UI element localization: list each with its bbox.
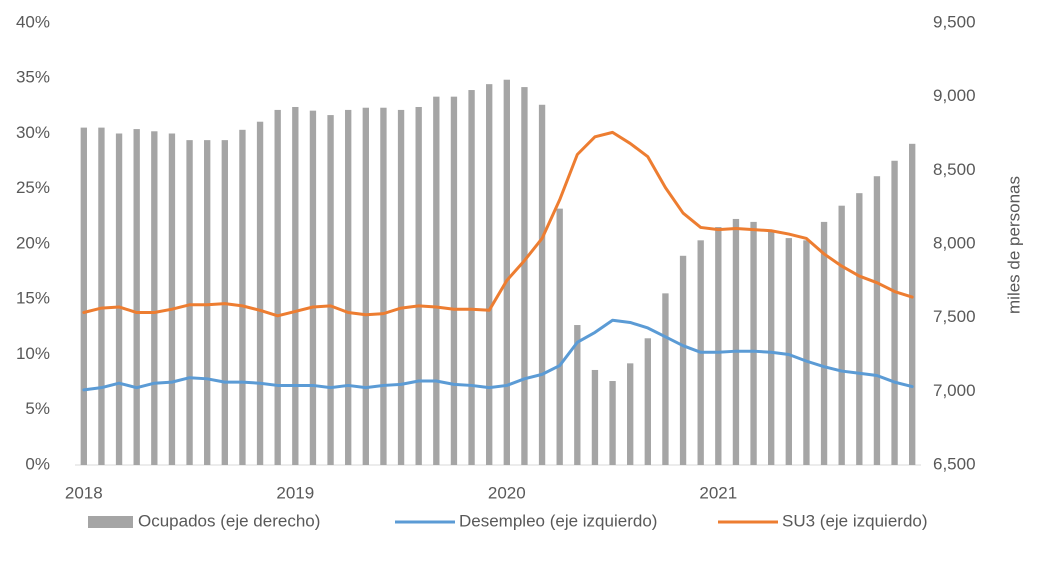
bar	[556, 208, 563, 465]
bar	[768, 230, 775, 465]
x-tick-label: 2021	[699, 483, 737, 502]
y-tick-label: 30%	[16, 123, 50, 142]
bar	[803, 240, 810, 465]
y-tick-label: 0%	[25, 454, 50, 473]
line-series	[82, 130, 914, 318]
bar	[856, 193, 863, 466]
bar	[186, 140, 193, 465]
bar	[486, 84, 493, 465]
bar	[292, 106, 299, 465]
bar	[503, 79, 510, 466]
bar	[732, 218, 740, 465]
y-tick-label: 25%	[16, 178, 50, 197]
bar	[433, 96, 440, 466]
bar	[715, 227, 722, 465]
bar	[450, 96, 458, 466]
x-tick-label: 2018	[65, 483, 103, 502]
bar	[274, 109, 281, 465]
bar	[115, 133, 123, 465]
y2-axis-title: miles de personas	[1004, 176, 1023, 314]
bar	[151, 131, 158, 466]
bar	[168, 133, 176, 465]
bar	[415, 106, 422, 465]
bar	[785, 238, 792, 465]
bar	[591, 369, 599, 465]
bar	[820, 221, 828, 465]
y-tick-label: 40%	[16, 12, 50, 31]
bar	[609, 381, 616, 465]
bar	[750, 221, 757, 465]
bar	[256, 121, 264, 466]
bar	[345, 109, 352, 465]
y2-tick-label: 8,500	[933, 160, 976, 179]
bar	[468, 90, 475, 465]
bar	[80, 127, 87, 466]
bar	[239, 129, 246, 466]
y-tick-label: 35%	[16, 68, 50, 87]
x-tick-label: 2019	[276, 483, 314, 502]
bar	[133, 129, 140, 465]
bar	[679, 255, 687, 465]
bar	[909, 143, 916, 465]
bar	[204, 140, 211, 465]
y-tick-label: 15%	[16, 289, 50, 308]
y2-tick-label: 8,000	[933, 233, 976, 252]
bar	[662, 293, 669, 465]
legend-label: Desempleo (eje izquierdo)	[459, 511, 657, 530]
y2-tick-label: 7,000	[933, 381, 976, 400]
bar	[521, 87, 528, 465]
bar	[538, 104, 546, 466]
legend-label: Ocupados (eje derecho)	[138, 511, 320, 530]
y-tick-label: 5%	[25, 399, 50, 418]
line-series	[82, 318, 914, 392]
bar	[380, 107, 387, 465]
y2-tick-label: 9,500	[933, 12, 976, 31]
bar	[98, 127, 105, 466]
bar	[627, 363, 634, 465]
bar	[873, 176, 881, 465]
bar	[397, 109, 405, 465]
bar	[309, 110, 317, 465]
y-tick-label: 20%	[16, 233, 50, 252]
legend-swatch	[88, 516, 133, 528]
x-tick-label: 2020	[488, 483, 526, 502]
bar	[891, 160, 898, 466]
y-tick-label: 10%	[16, 344, 50, 363]
y2-tick-label: 6,500	[933, 454, 976, 473]
y2-tick-label: 9,000	[933, 86, 976, 105]
bar	[644, 338, 651, 465]
bar	[327, 115, 334, 465]
bar	[838, 205, 845, 465]
bar	[574, 325, 581, 465]
y2-tick-label: 7,500	[933, 307, 976, 326]
bar	[362, 107, 369, 465]
legend-label: SU3 (eje izquierdo)	[782, 511, 928, 530]
